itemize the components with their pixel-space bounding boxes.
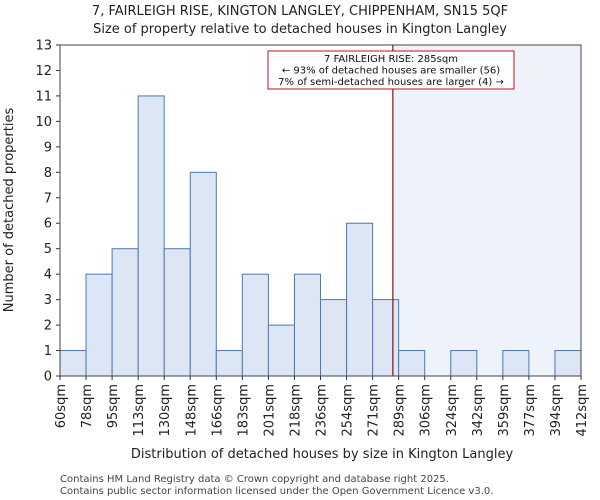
x-tick-label: 289sqm bbox=[393, 384, 408, 437]
histogram-bar bbox=[372, 299, 400, 377]
histogram-bar bbox=[554, 350, 582, 377]
x-tick-label: 394sqm bbox=[549, 384, 564, 437]
y-axis-label: Number of detached properties bbox=[2, 108, 17, 313]
y-tick-label: 6 bbox=[44, 217, 52, 232]
y-tick-label: 7 bbox=[44, 191, 52, 206]
x-tick-label: 166sqm bbox=[210, 384, 225, 437]
x-tick-label: 95sqm bbox=[106, 384, 121, 428]
x-tick-label: 218sqm bbox=[288, 384, 303, 437]
y-tick-label: 0 bbox=[44, 370, 52, 385]
y-tick-label: 11 bbox=[35, 89, 52, 104]
histogram-bar bbox=[320, 299, 348, 377]
y-tick-label: 5 bbox=[44, 242, 52, 257]
x-tick-label: 254sqm bbox=[341, 384, 356, 437]
plot-frame bbox=[59, 44, 582, 377]
bars-group bbox=[59, 95, 582, 377]
annotation-box bbox=[267, 50, 515, 90]
y-tick-label: 13 bbox=[35, 39, 52, 54]
footer-line1: Contains HM Land Registry data © Crown c… bbox=[60, 474, 449, 485]
y-tick-label: 9 bbox=[44, 140, 52, 155]
histogram-bar bbox=[137, 95, 165, 377]
histogram-bar bbox=[450, 350, 478, 377]
y-tick-label: 3 bbox=[44, 293, 52, 308]
x-tick-label: 359sqm bbox=[497, 384, 512, 437]
histogram-bar bbox=[241, 273, 269, 377]
histogram-bar bbox=[346, 222, 374, 377]
histogram-bar bbox=[398, 350, 426, 377]
histogram-bar bbox=[163, 248, 191, 377]
annotation-line2: ← 93% of detached houses are smaller (56… bbox=[282, 66, 500, 77]
chart-title-line2: Size of property relative to detached ho… bbox=[93, 22, 507, 37]
annotation-line1: 7 FAIRLEIGH RISE: 285sqm bbox=[324, 54, 458, 65]
x-tick-label: 342sqm bbox=[471, 384, 486, 437]
annotation-line3: 7% of semi-detached houses are larger (4… bbox=[278, 77, 504, 88]
x-tick-label: 78sqm bbox=[80, 384, 95, 428]
histogram-bar bbox=[267, 324, 295, 377]
x-tick-label: 113sqm bbox=[132, 384, 147, 437]
y-tick-label: 10 bbox=[35, 115, 52, 130]
x-tick-label: 148sqm bbox=[184, 384, 199, 437]
y-tick-label: 4 bbox=[44, 268, 52, 283]
x-tick-label: 201sqm bbox=[262, 384, 277, 437]
histogram-bar bbox=[502, 350, 530, 377]
histogram-bar bbox=[85, 273, 113, 377]
x-tick-label: 271sqm bbox=[367, 384, 382, 437]
y-tick-label: 1 bbox=[44, 344, 52, 359]
y-tick-label: 8 bbox=[44, 166, 52, 181]
x-axis-label: Distribution of detached houses by size … bbox=[131, 447, 514, 462]
footer-line2: Contains public sector information licen… bbox=[60, 486, 494, 497]
histogram-bar bbox=[111, 248, 139, 377]
x-tick-label: 324sqm bbox=[445, 384, 460, 437]
histogram-bar bbox=[293, 273, 322, 377]
chart-title-line1: 7, FAIRLEIGH RISE, KINGTON LANGLEY, CHIP… bbox=[92, 4, 508, 19]
x-tick-label: 236sqm bbox=[315, 384, 330, 437]
histogram-bar bbox=[215, 350, 243, 377]
histogram-bar bbox=[189, 171, 217, 377]
x-tick-label: 306sqm bbox=[419, 384, 434, 437]
x-tick-label: 183sqm bbox=[236, 384, 251, 437]
x-tick-label: 130sqm bbox=[158, 384, 173, 437]
highlight-region bbox=[392, 45, 581, 376]
histogram-bar bbox=[59, 350, 87, 377]
y-tick-label: 2 bbox=[44, 319, 52, 334]
x-tick-label: 412sqm bbox=[575, 384, 590, 437]
y-tick-label: 12 bbox=[35, 64, 52, 79]
x-ticks-group: 60sqm 78sqm 95sqm 113sqm 130sqm 148sqm 166sqm 1… bbox=[54, 376, 590, 437]
x-tick-label: 377sqm bbox=[523, 384, 538, 437]
x-tick-label: 60sqm bbox=[54, 384, 69, 428]
